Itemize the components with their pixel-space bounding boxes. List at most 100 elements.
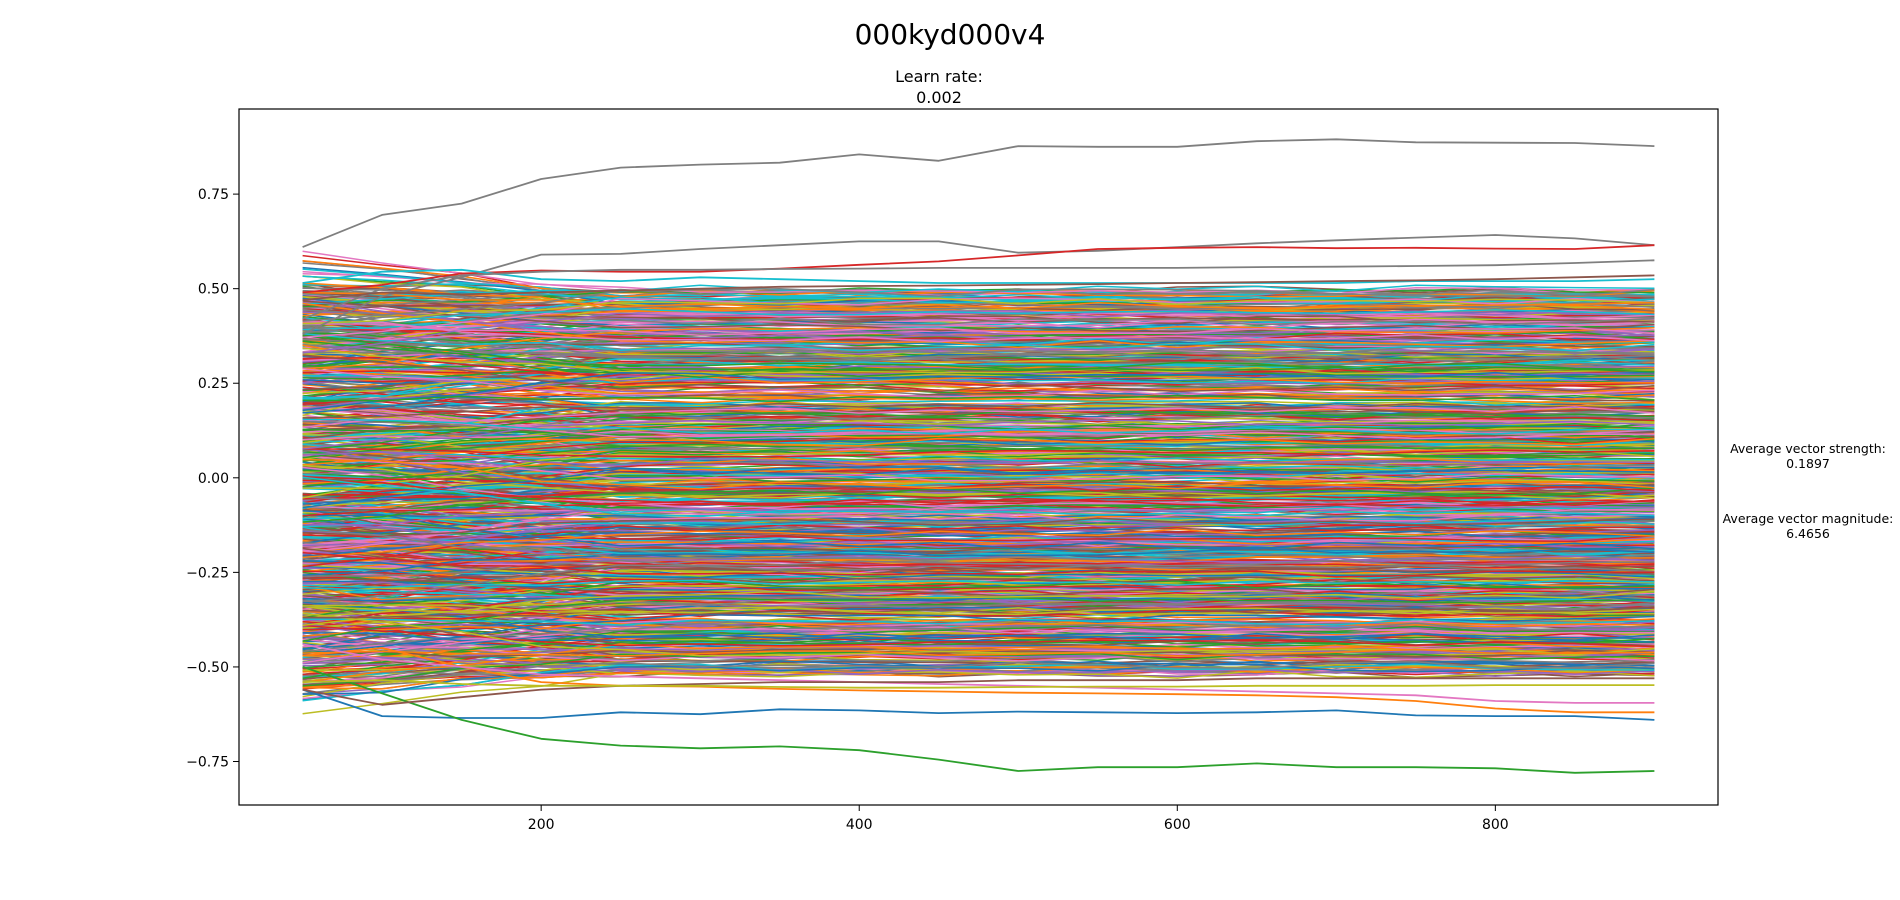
avg-magnitude-value: 6.4656 bbox=[1786, 526, 1830, 541]
series-line bbox=[302, 648, 1655, 657]
series-line bbox=[302, 476, 1655, 518]
avg-strength-value: 0.1897 bbox=[1786, 456, 1830, 471]
x-axis: 200 400 600 800 bbox=[528, 805, 1509, 833]
series-line bbox=[302, 323, 1655, 337]
y-tick-label: 0.25 bbox=[198, 376, 229, 392]
series-line bbox=[302, 644, 1655, 665]
avg-strength-label: Average vector strength: bbox=[1730, 441, 1886, 456]
series-line-outlier bbox=[302, 643, 1655, 704]
learn-rate-label: Learn rate: bbox=[895, 67, 983, 86]
series-line bbox=[302, 378, 1655, 406]
series-line bbox=[302, 605, 1655, 616]
series-line bbox=[302, 299, 1655, 341]
series-line bbox=[302, 307, 1655, 325]
series-line bbox=[302, 300, 1655, 333]
plot-frame bbox=[238, 108, 1719, 806]
series-line bbox=[302, 346, 1655, 384]
y-tick-label: −0.75 bbox=[186, 755, 229, 771]
series-line bbox=[302, 601, 1655, 642]
series-line-outlier bbox=[302, 259, 1655, 320]
series-line bbox=[302, 618, 1655, 626]
series-line bbox=[302, 371, 1655, 412]
series-line bbox=[302, 590, 1655, 627]
series-line bbox=[302, 669, 1655, 715]
series-line bbox=[302, 461, 1655, 475]
series-line bbox=[302, 510, 1655, 550]
series-line bbox=[302, 348, 1655, 357]
series-line bbox=[302, 326, 1655, 362]
series-line-outlier bbox=[302, 274, 1655, 301]
series-line bbox=[302, 418, 1655, 440]
series-line bbox=[302, 394, 1655, 403]
series-line bbox=[302, 507, 1655, 553]
avg-magnitude-annotation: Average vector magnitude: 6.4656 bbox=[1718, 511, 1898, 541]
series-line bbox=[302, 458, 1655, 490]
series-line bbox=[302, 297, 1655, 339]
series-line-outlier bbox=[302, 679, 1655, 689]
series-line bbox=[302, 427, 1655, 441]
series-line bbox=[302, 449, 1655, 488]
series-line bbox=[302, 471, 1655, 509]
series-line bbox=[302, 505, 1655, 526]
series-line bbox=[302, 367, 1655, 404]
series-line-outlier bbox=[302, 244, 1655, 294]
series-line bbox=[302, 372, 1655, 414]
x-tick-label: 600 bbox=[1164, 817, 1191, 833]
series-line-outlier bbox=[302, 666, 1655, 774]
series-line bbox=[302, 454, 1655, 482]
series-line bbox=[302, 448, 1655, 458]
avg-magnitude-label: Average vector magnitude: bbox=[1722, 511, 1894, 526]
series-line bbox=[302, 634, 1655, 660]
series-line bbox=[302, 602, 1655, 629]
series-line bbox=[302, 529, 1655, 561]
x-tick-label: 200 bbox=[528, 817, 555, 833]
series-line bbox=[302, 537, 1655, 553]
series-line bbox=[302, 451, 1655, 467]
y-axis: −0.75 −0.50 −0.25 0.00 0.25 0.50 0.75 bbox=[186, 187, 239, 771]
series-line-outlier bbox=[302, 688, 1655, 721]
series-line bbox=[302, 517, 1655, 537]
series-lines bbox=[302, 138, 1655, 774]
series-line bbox=[302, 528, 1655, 559]
series-line bbox=[302, 334, 1655, 373]
y-tick-label: 0.00 bbox=[198, 471, 229, 487]
series-line bbox=[302, 361, 1655, 400]
series-line-outlier bbox=[302, 647, 1655, 714]
series-line bbox=[302, 333, 1655, 352]
series-line bbox=[302, 547, 1655, 585]
series-line bbox=[302, 291, 1655, 310]
y-tick-label: 0.50 bbox=[198, 282, 229, 298]
series-line bbox=[302, 466, 1655, 509]
series-line bbox=[302, 585, 1655, 630]
series-line bbox=[302, 449, 1655, 499]
learn-rate-value: 0.002 bbox=[916, 88, 962, 107]
series-line bbox=[302, 626, 1655, 664]
series-line bbox=[302, 337, 1655, 379]
series-line bbox=[302, 624, 1655, 648]
x-tick-label: 400 bbox=[846, 817, 873, 833]
series-line-outlier bbox=[302, 234, 1655, 335]
series-line bbox=[302, 513, 1655, 547]
series-line bbox=[302, 551, 1655, 578]
series-line bbox=[302, 284, 1655, 305]
series-line bbox=[302, 406, 1655, 428]
series-line bbox=[302, 418, 1655, 435]
series-line bbox=[302, 660, 1655, 683]
series-line bbox=[302, 475, 1655, 492]
series-line bbox=[302, 401, 1655, 419]
y-tick-label: −0.50 bbox=[186, 660, 229, 676]
series-line bbox=[302, 547, 1655, 576]
series-line bbox=[302, 553, 1655, 573]
series-line-outlier bbox=[302, 138, 1655, 248]
x-tick-label: 800 bbox=[1482, 817, 1509, 833]
series-line bbox=[302, 604, 1655, 615]
chart-title: 000kyd000v4 bbox=[854, 18, 1046, 51]
series-line bbox=[302, 321, 1655, 343]
series-line bbox=[302, 487, 1655, 523]
series-line bbox=[302, 479, 1655, 507]
series-line bbox=[302, 397, 1655, 441]
y-tick-label: 0.75 bbox=[198, 187, 229, 203]
series-line-outlier bbox=[302, 677, 1655, 706]
series-line bbox=[302, 375, 1655, 385]
